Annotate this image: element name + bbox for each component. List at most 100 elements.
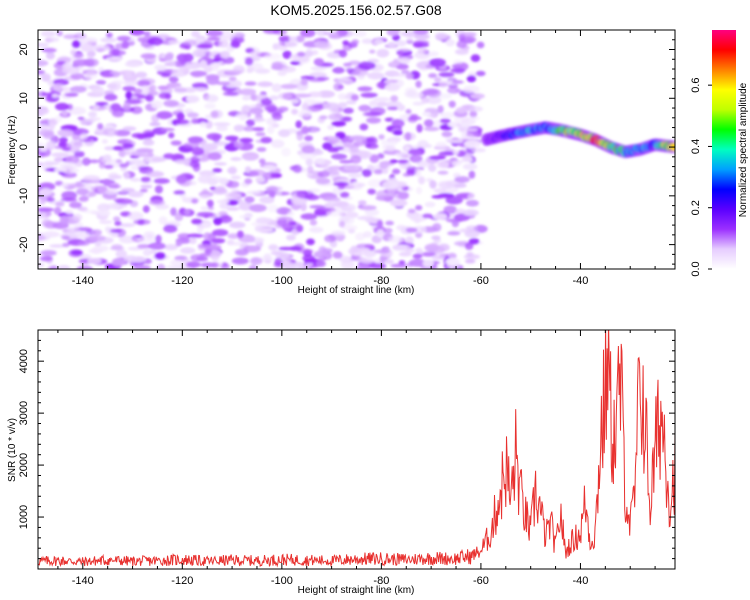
spectrogram-cell <box>398 260 406 265</box>
spectrogram-cell <box>454 176 470 183</box>
spectrogram-cell <box>322 102 340 110</box>
spectrogram-cell <box>38 207 54 212</box>
spectrogram-cell <box>137 219 145 225</box>
spectrogram-cell <box>228 76 237 82</box>
spectrogram-y-tick-label: 20 <box>18 43 30 55</box>
spectrogram-cell <box>55 115 63 123</box>
spectrogram-cell <box>397 159 410 164</box>
spectrogram-cell <box>278 92 293 100</box>
spectrogram-cell <box>69 201 82 209</box>
spectrogram-cell <box>351 70 369 76</box>
spectrogram-y-axis-label: Frequency (Hz) <box>7 116 18 185</box>
spectrogram-cell <box>405 73 414 80</box>
spectrogram-cell <box>406 36 414 43</box>
spectrogram-cell <box>389 61 400 67</box>
spectrogram-cell <box>230 175 241 180</box>
spectrogram-y-tick-label: -10 <box>18 188 30 204</box>
spectrogram-cell <box>451 63 464 69</box>
spectrogram-cell <box>206 199 214 208</box>
spectrogram-cell <box>41 73 51 82</box>
spectrogram-cell <box>438 80 449 88</box>
spectrogram-cell <box>422 111 432 117</box>
spectrogram-cell <box>387 187 396 196</box>
spectrogram-cell <box>314 209 327 217</box>
spectrogram-cell <box>352 30 367 38</box>
spectrogram-cell <box>405 248 415 253</box>
spectrogram-cell <box>260 136 273 144</box>
spectrogram-cell <box>212 168 223 173</box>
spectrogram-cell <box>52 83 64 92</box>
spectrogram-cell <box>448 100 456 108</box>
spectrogram-cell <box>417 48 429 55</box>
spectrogram-cell <box>332 251 343 259</box>
spectrogram-cell <box>270 250 284 256</box>
snr-panel: -140 -120 -100 -80 -60 -40 1000 2000 3000 4000 H… <box>7 329 676 596</box>
spectrogram-cell <box>87 50 96 57</box>
spectrogram-cell <box>180 247 196 254</box>
spectrogram-cell <box>281 223 292 231</box>
spectrogram-cell <box>304 135 313 142</box>
spectrogram-cell <box>363 231 372 238</box>
spectrogram-cell <box>464 128 478 132</box>
colorbar-tick-label: 0.6 <box>690 78 702 93</box>
spectrogram-cell <box>77 241 90 246</box>
spectrogram-cell <box>67 183 86 188</box>
spectrogram-cell <box>170 207 177 216</box>
chart-title: KOM5.2025.156.02.57.G08 <box>270 2 441 18</box>
spectrogram-cell <box>272 43 280 50</box>
spectrogram-cell <box>61 165 74 175</box>
spectrogram-cell <box>42 231 60 238</box>
spectrogram-cell <box>429 155 446 161</box>
spectrogram-cell <box>196 43 213 49</box>
spectrogram-cell <box>268 244 279 251</box>
spectrogram-cell <box>78 196 89 202</box>
spectrogram-cell <box>384 259 395 265</box>
spectrogram-x-ticks: -140 -120 -100 -80 -60 -40 <box>57 30 656 287</box>
spectrogram-cell <box>211 262 220 269</box>
spectrogram-cell <box>313 40 331 48</box>
spectrogram-cell <box>431 235 441 241</box>
spectrogram-cell <box>38 129 55 137</box>
spectrogram-cell <box>127 211 144 221</box>
spectrogram-cell <box>72 53 85 59</box>
spectrogram-cell <box>246 190 262 195</box>
spectrogram-cell <box>241 95 251 101</box>
spectrogram-cell <box>373 169 384 175</box>
spectrogram-cell <box>233 124 245 132</box>
spectrogram-cell <box>297 248 314 254</box>
spectrogram-cell <box>357 247 371 253</box>
spectrogram-cell <box>115 249 128 259</box>
spectrogram-cell <box>143 31 151 37</box>
spectrogram-cell <box>158 92 171 99</box>
colorbar-tick-label: 0.0 <box>690 261 702 276</box>
spectrogram-cell <box>455 208 466 215</box>
spectrogram-cell <box>107 203 126 209</box>
spectrogram-cell <box>429 58 446 67</box>
spectrogram-cell <box>214 162 227 166</box>
spectrogram-cell <box>175 241 182 247</box>
spectrogram-cell <box>146 170 165 178</box>
spectrogram-cell <box>170 259 185 266</box>
spectrogram-cell <box>431 194 445 199</box>
spectrogram-cell <box>72 59 91 67</box>
spectrogram-cell <box>197 174 212 184</box>
spectrogram-cell <box>62 62 74 69</box>
spectrogram-cell <box>156 111 173 120</box>
spectrogram-cell <box>191 218 203 225</box>
spectrogram-cell <box>388 235 403 244</box>
spectrogram-cell <box>331 153 348 160</box>
spectrogram-cell <box>316 76 330 81</box>
snr-x-tick-label: -40 <box>572 575 588 587</box>
spectrogram-cell <box>229 221 246 229</box>
spectrogram-cell <box>295 120 303 129</box>
spectrogram-cell <box>327 124 335 130</box>
spectrogram-cell <box>433 188 447 194</box>
spectrogram-cell <box>114 129 131 137</box>
spectrogram-cell <box>382 180 399 190</box>
spectrogram-cell <box>424 144 433 148</box>
spectrogram-cell <box>300 78 308 86</box>
spectrogram-cell <box>225 180 240 189</box>
spectrogram-cell <box>424 126 440 132</box>
spectrogram-cell <box>38 162 44 167</box>
spectrogram-cell <box>476 41 485 49</box>
